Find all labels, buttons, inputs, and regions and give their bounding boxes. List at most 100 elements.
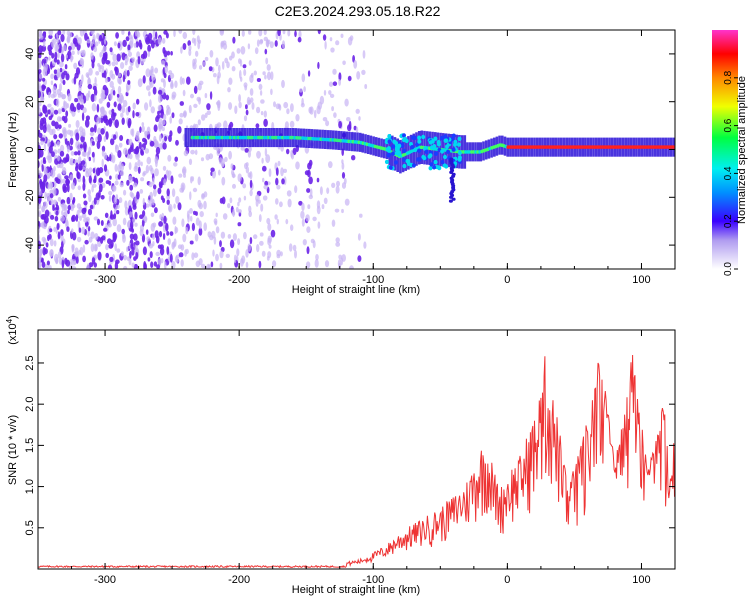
noise-speck: [145, 164, 150, 174]
noise-speck: [105, 60, 111, 65]
noise-speck: [160, 108, 164, 114]
noise-speck: [142, 50, 148, 59]
noise-speck: [146, 236, 150, 242]
noise-speck: [229, 121, 234, 128]
noise-speck: [159, 214, 162, 220]
noise-speck: [244, 162, 248, 170]
noise-speck: [56, 222, 60, 231]
noise-speck: [66, 145, 70, 153]
y-tick-label: -20: [24, 189, 36, 205]
noise-speck: [197, 176, 201, 186]
noise-speck: [71, 259, 77, 266]
ridge-blob: [444, 138, 449, 143]
noise-speck: [275, 198, 279, 205]
noise-speck: [39, 122, 44, 131]
noise-speck: [193, 210, 197, 215]
noise-speck: [154, 140, 160, 149]
colorbar-tick-label: 0.6: [723, 118, 734, 132]
colorbar-label: Normalized spectral amplitude: [736, 76, 748, 224]
noise-speck: [63, 116, 68, 124]
ridge-tail: [448, 199, 453, 203]
ridge-blob: [451, 147, 456, 152]
noise-speck: [42, 124, 47, 134]
ridge-blob: [457, 157, 462, 162]
noise-speck: [281, 178, 285, 185]
noise-speck: [62, 183, 67, 192]
noise-speck: [188, 48, 192, 57]
noise-speck: [286, 108, 290, 115]
noise-speck: [341, 162, 345, 170]
noise-speck: [179, 76, 183, 86]
noise-speck: [152, 30, 156, 38]
noise-speck: [151, 73, 156, 81]
noise-speck: [47, 103, 52, 108]
noise-speck: [182, 233, 187, 243]
noise-speck: [294, 249, 297, 259]
noise-speck: [133, 256, 137, 261]
noise-speck: [135, 240, 140, 246]
noise-speck: [164, 135, 168, 142]
noise-speck: [44, 191, 47, 200]
noise-speck: [106, 156, 110, 162]
noise-speck: [75, 120, 80, 128]
noise-speck: [53, 141, 57, 148]
noise-speck: [75, 162, 79, 169]
noise-speck: [53, 226, 57, 232]
noise-speck: [54, 51, 58, 60]
noise-speck: [98, 34, 103, 42]
noise-speck: [127, 148, 132, 155]
noise-speck: [206, 110, 211, 116]
noise-speck: [208, 66, 213, 72]
noise-speck: [81, 213, 87, 219]
noise-speck: [71, 203, 75, 209]
noise-speck: [189, 191, 192, 201]
noise-speck: [54, 43, 59, 53]
noise-speck: [276, 249, 281, 257]
noise-speck: [251, 102, 255, 110]
noise-speck: [262, 71, 266, 76]
noise-speck: [325, 120, 330, 127]
noise-speck: [240, 46, 246, 55]
x-tick-label: -100: [362, 274, 384, 286]
noise-speck: [270, 71, 274, 81]
noise-speck: [213, 73, 217, 78]
noise-speck: [88, 236, 93, 243]
noise-speck: [119, 170, 125, 177]
noise-speck: [156, 264, 161, 269]
noise-speck: [113, 41, 117, 47]
noise-speck: [70, 182, 76, 190]
noise-speck: [220, 231, 226, 239]
noise-speck: [57, 30, 62, 36]
noise-speck: [137, 55, 141, 65]
noise-speck: [207, 264, 211, 269]
noise-speck: [186, 76, 191, 85]
noise-speck: [342, 60, 346, 66]
noise-speck: [158, 106, 162, 111]
noise-speck: [334, 208, 340, 213]
noise-speck: [242, 183, 247, 189]
noise-speck: [82, 255, 86, 263]
noise-speck: [95, 136, 99, 142]
noise-speck: [126, 246, 129, 252]
noise-speck: [102, 84, 107, 91]
noise-speck: [150, 261, 154, 269]
noise-speck: [199, 65, 203, 70]
ridge-blob: [415, 142, 419, 147]
ridge-blob: [433, 159, 438, 165]
noise-speck: [268, 168, 272, 178]
noise-speck: [266, 39, 270, 48]
noise-speck: [171, 94, 176, 100]
noise-speck: [312, 240, 316, 249]
noise-speck: [228, 77, 233, 85]
noise-speck: [324, 260, 330, 268]
noise-speck: [145, 36, 151, 45]
noise-speck: [115, 203, 120, 210]
noise-speck: [80, 50, 85, 56]
noise-speck: [302, 239, 307, 246]
noise-speck: [52, 38, 57, 45]
noise-speck: [150, 106, 155, 114]
noise-speck: [105, 252, 109, 259]
noise-speck: [112, 53, 117, 62]
noise-speck: [79, 215, 82, 221]
noise-speck: [42, 117, 47, 124]
